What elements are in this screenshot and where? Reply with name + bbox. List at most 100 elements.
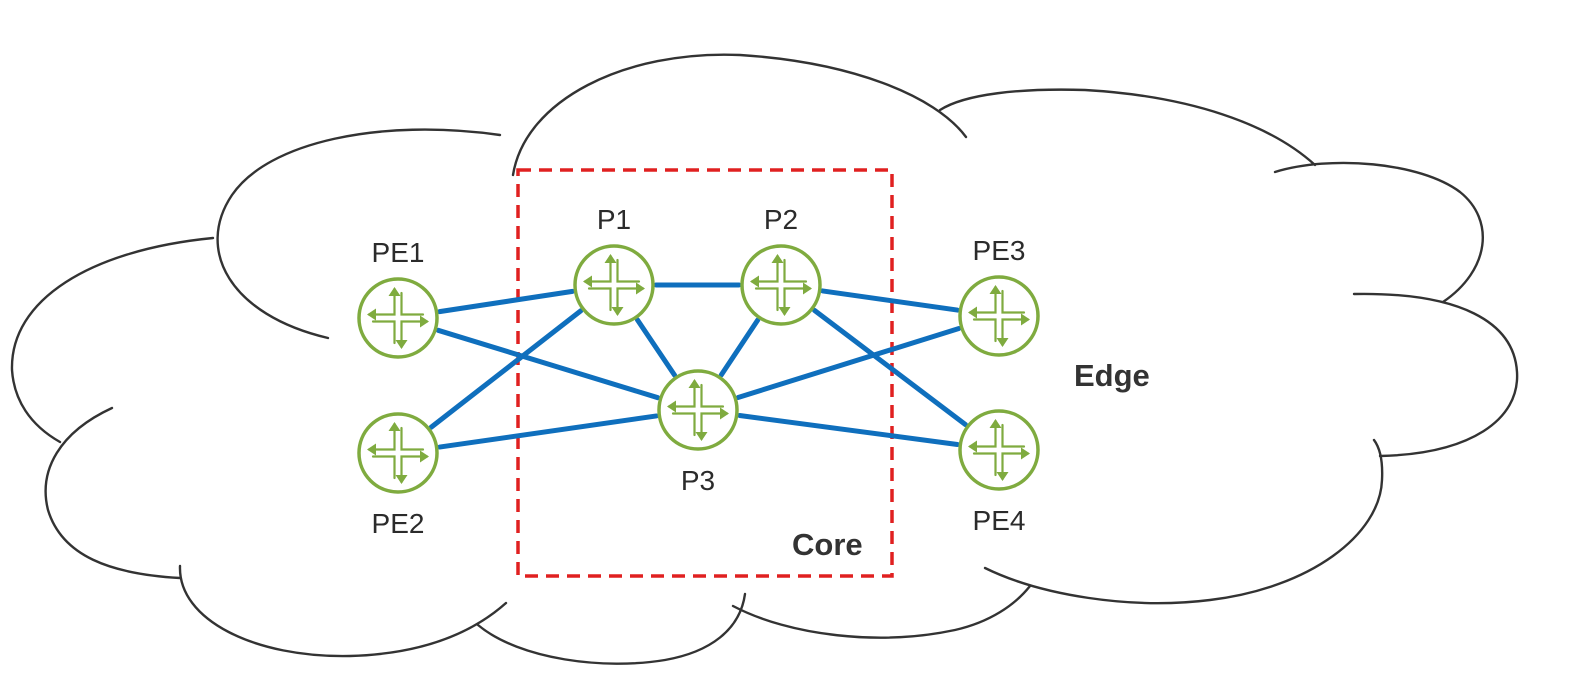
cloud-arc xyxy=(178,564,508,658)
cloud-arc xyxy=(216,128,502,340)
arrow-stroke xyxy=(616,287,645,316)
router-p1: P1 xyxy=(573,204,655,326)
arrow-stroke xyxy=(972,318,997,343)
arrow-stroke xyxy=(371,455,396,480)
cloud-arc xyxy=(10,236,215,444)
arrow-head xyxy=(367,443,376,456)
arrow-head xyxy=(989,419,1002,428)
link-p1-p3 xyxy=(634,317,678,378)
arrow-stroke xyxy=(587,287,612,312)
arrow-stroke xyxy=(400,291,425,316)
arrow-head xyxy=(1021,447,1030,460)
router-label-pe3: PE3 xyxy=(973,235,1026,266)
arrow-stroke xyxy=(400,426,425,451)
link-p2-pe4 xyxy=(811,307,969,428)
arrow-stroke xyxy=(583,254,612,283)
core-zone-label: Core xyxy=(792,527,863,562)
link-p2-pe3 xyxy=(820,288,960,313)
edge-cloud xyxy=(10,53,1519,665)
router-icon xyxy=(740,244,822,326)
arrow-head xyxy=(388,287,401,296)
arrow-stroke xyxy=(616,258,641,283)
router-label-p3: P3 xyxy=(681,465,715,496)
arrow-head xyxy=(996,338,1009,347)
arrow-stroke xyxy=(783,287,812,316)
arrow-stroke xyxy=(1001,423,1026,448)
link-p3-pe4 xyxy=(737,413,960,447)
links-layer xyxy=(428,282,969,450)
arrow-head xyxy=(968,440,977,453)
arrow-stroke xyxy=(972,452,997,477)
cloud-arc xyxy=(983,438,1384,605)
link-pe1-p3 xyxy=(435,327,661,401)
core-region-border xyxy=(516,168,894,578)
cloud-arc xyxy=(476,592,747,665)
arrow-head xyxy=(395,340,408,349)
arrow-head xyxy=(395,475,408,484)
arrow-head xyxy=(989,285,1002,294)
arrow-stroke xyxy=(968,285,997,314)
router-icon xyxy=(958,409,1040,491)
arrow-head xyxy=(583,275,592,288)
arrow-head xyxy=(771,254,784,263)
arrow-head xyxy=(611,307,624,316)
router-circle xyxy=(357,412,439,494)
arrow-stroke xyxy=(1001,289,1026,314)
router-icon xyxy=(357,412,439,494)
arrow-stroke xyxy=(968,419,997,448)
router-label-pe4: PE4 xyxy=(973,505,1026,536)
arrow-stroke xyxy=(371,320,396,345)
arrow-head xyxy=(996,472,1009,481)
router-circle xyxy=(740,244,822,326)
link-pe1-p1 xyxy=(437,288,575,315)
cloud-arc xyxy=(731,584,1032,639)
arrow-stroke xyxy=(1001,452,1030,481)
arrow-stroke xyxy=(367,422,396,451)
cloud-arc xyxy=(938,88,1317,167)
link-p3-pe3 xyxy=(735,326,962,400)
arrow-stroke xyxy=(783,258,808,283)
arrow-stroke xyxy=(1001,318,1030,347)
cloud-arc xyxy=(44,406,182,580)
arrow-stroke xyxy=(400,455,429,484)
arrow-head xyxy=(667,400,676,413)
link-p2-p3 xyxy=(718,317,761,378)
arrow-head xyxy=(778,307,791,316)
arrow-stroke xyxy=(667,379,696,408)
router-p3: P3 xyxy=(657,369,739,496)
arrow-head xyxy=(803,282,812,295)
router-label-p2: P2 xyxy=(764,204,798,235)
nodes-layer: PE1 PE2 P1 P2 P3 PE3 PE4 xyxy=(357,204,1040,539)
arrow-head xyxy=(420,450,429,463)
arrow-head xyxy=(695,432,708,441)
arrow-head xyxy=(750,275,759,288)
router-circle xyxy=(657,369,739,451)
router-icon xyxy=(958,275,1040,357)
router-label-p1: P1 xyxy=(597,204,631,235)
link-pe2-p3 xyxy=(437,413,659,450)
router-label-pe1: PE1 xyxy=(372,237,425,268)
router-pe3: PE3 xyxy=(958,235,1040,357)
arrow-head xyxy=(1021,313,1030,326)
arrow-head xyxy=(367,308,376,321)
arrow-head xyxy=(688,379,701,388)
cloud-arc xyxy=(1273,161,1484,304)
router-circle xyxy=(958,275,1040,357)
router-pe1: PE1 xyxy=(357,237,439,359)
arrow-stroke xyxy=(700,383,725,408)
arrow-stroke xyxy=(367,287,396,316)
arrow-head xyxy=(636,282,645,295)
arrow-stroke xyxy=(700,412,729,441)
arrow-head xyxy=(720,407,729,420)
arrow-stroke xyxy=(671,412,696,437)
cloud-arc xyxy=(511,53,968,177)
router-pe2: PE2 xyxy=(357,412,439,539)
router-p2: P2 xyxy=(740,204,822,326)
arrow-head xyxy=(604,254,617,263)
router-icon xyxy=(657,369,739,451)
router-icon xyxy=(573,244,655,326)
arrow-head xyxy=(420,315,429,328)
router-circle xyxy=(357,277,439,359)
cloud-arc xyxy=(1352,292,1519,458)
router-circle xyxy=(958,409,1040,491)
